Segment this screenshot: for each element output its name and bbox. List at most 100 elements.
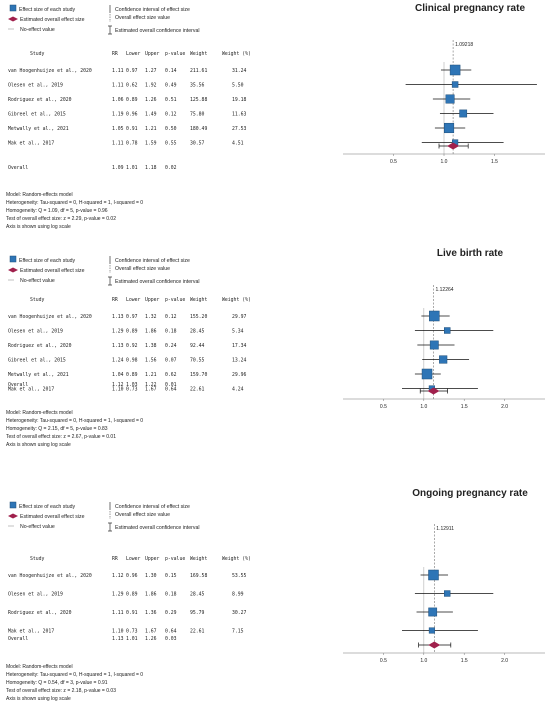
header-weight-pct: Weight (%)	[222, 556, 251, 562]
study-p-value: 0.51	[165, 97, 177, 103]
study-name: Rodriguez et al., 2020	[8, 610, 72, 616]
study-row: Metwally et al., 2021 1.04 0.89 1.21 0.62 159…	[8, 368, 441, 380]
legend-overall-ci-label: Estimated overall confidence interval	[115, 525, 199, 531]
study-weight: 92.44	[190, 343, 205, 349]
legend-ci-label: Confidence interval of effect size	[115, 504, 190, 510]
x-tick-label: 1.5	[461, 658, 468, 664]
study-p-value: 0.12	[165, 314, 177, 320]
overall-lower: 1.01	[126, 165, 138, 171]
study-effect-marker	[428, 569, 439, 581]
study-rr: 1.05	[112, 126, 124, 132]
table-header-row: Study RR Lower Upper p-value Weight Weight (%)	[30, 297, 251, 303]
study-upper: 1.86	[145, 329, 157, 335]
legend-ci-label: Confidence interval of effect size	[115, 7, 190, 13]
study-p-value: 0.12	[165, 112, 177, 118]
study-rr: 1.29	[112, 592, 124, 598]
study-weight-pct: 29.97	[232, 314, 247, 320]
model-note-line: Model: Random-effects model	[6, 192, 73, 198]
study-rr: 1.12	[112, 573, 124, 579]
study-upper: 1.21	[145, 126, 157, 132]
overall-p-value: 0.02	[165, 165, 177, 171]
study-p-value: 0.14	[165, 68, 177, 74]
header-lower: Lower	[126, 556, 141, 562]
study-lower: 0.91	[126, 610, 138, 616]
overall-lower: 1.01	[126, 636, 138, 642]
study-weight-pct: 17.34	[232, 343, 247, 349]
legend-overall-ci-glyph	[108, 25, 112, 35]
model-note-line: Axis is shown using log scale	[6, 696, 71, 702]
study-name: Rodriguez et al., 2020	[8, 97, 72, 103]
study-weight: 30.57	[190, 141, 205, 147]
study-lower: 0.73	[126, 387, 138, 393]
study-row: Metwally et al., 2021 1.05 0.91 1.21 0.50 180…	[8, 122, 466, 134]
study-effect-marker	[439, 355, 448, 364]
study-p-value: 0.64	[165, 387, 177, 393]
chart-legend: Effect size of each study Estimated overa…	[8, 255, 199, 286]
study-upper: 1.56	[145, 358, 157, 364]
header-study: Study	[30, 51, 45, 57]
header-study: Study	[30, 297, 45, 303]
study-row: Olesen et al., 2019 1.29 0.89 1.86 0.18 28.45…	[8, 327, 494, 335]
study-rr: 1.06	[112, 97, 124, 103]
model-notes: Model: Random-effects model Heterogeneity…	[6, 192, 143, 230]
overall-row: Overall 1.12 1.03 1.22 0.01	[8, 382, 448, 395]
study-lower: 0.78	[126, 141, 138, 147]
overall-upper: 1.26	[145, 636, 157, 642]
chart-title: Clinical pregnancy rate	[415, 3, 525, 14]
legend-overall-label: Estimated overall effect size	[20, 514, 85, 520]
study-upper: 1.36	[145, 610, 157, 616]
study-upper: 1.32	[145, 314, 157, 320]
header-lower: Lower	[126, 51, 141, 57]
study-rr: 1.13	[112, 314, 124, 320]
study-name: Metwally et al., 2021	[8, 126, 69, 132]
study-upper: 1.49	[145, 112, 157, 118]
study-weight: 75.80	[190, 112, 205, 118]
legend-overall-value-label: Overall effect size value	[115, 15, 170, 21]
overall-ci-line	[438, 143, 469, 149]
study-row: Olesen et al., 2019 1.29 0.89 1.86 0.18 28.45…	[8, 590, 494, 598]
model-note-line: Heterogeneity: Tau-squared = 0, H-square…	[6, 200, 143, 206]
forest-panel-2: Live birth rate Effect size of each study…	[6, 248, 545, 448]
study-weight: 22.61	[190, 629, 205, 635]
study-upper: 1.27	[145, 68, 157, 74]
overall-upper: 1.22	[145, 382, 157, 388]
study-effect-marker	[444, 122, 455, 134]
study-upper: 1.38	[145, 343, 157, 349]
overall-value-text: 1.12264	[435, 287, 453, 293]
study-row: Rodriguez et al., 2020 1.11 0.91 1.36 0.29 95…	[8, 607, 453, 617]
study-weight: 28.45	[190, 592, 205, 598]
overall-value-text: 1.12911	[436, 526, 454, 532]
study-row: Gibreel et al., 2015 1.24 0.98 1.56 0.07 70.5…	[8, 355, 470, 364]
study-rr: 1.29	[112, 329, 124, 335]
overall-row: Overall 1.13 1.01 1.26 0.03	[8, 636, 452, 649]
study-effect-marker	[459, 109, 468, 118]
study-lower: 0.89	[126, 329, 138, 335]
study-name: Mak et al., 2017	[8, 141, 54, 147]
legend-overall-marker	[8, 267, 18, 273]
study-weight: 211.61	[190, 68, 207, 74]
study-weight: 22.61	[190, 387, 205, 393]
legend-overall-marker	[8, 16, 18, 22]
header-weight: Weight	[190, 51, 207, 57]
x-tick-label: 0.5	[380, 404, 387, 410]
study-lower: 0.91	[126, 126, 138, 132]
legend-study-label: Effect size of each study	[19, 504, 76, 510]
study-lower: 0.89	[126, 592, 138, 598]
model-note-line: Model: Random-effects model	[6, 664, 73, 670]
study-name: Olesen et al., 2019	[8, 83, 63, 89]
forest-panel-1: Clinical pregnancy rate Effect size of ea…	[6, 3, 545, 230]
header-upper: Upper	[145, 556, 160, 562]
legend-overall-ci-label: Estimated overall confidence interval	[115, 279, 199, 285]
study-row: van Hoogenhuijze et al., 2020 1.11 0.97 1.2…	[8, 64, 472, 76]
x-tick-label: 2.0	[501, 404, 508, 410]
study-lower: 0.89	[126, 97, 138, 103]
study-effect-marker	[429, 340, 439, 350]
header-upper: Upper	[145, 51, 160, 57]
legend-overall-ci-glyph	[108, 276, 112, 286]
study-rr: 1.11	[112, 141, 124, 147]
study-weight-pct: 4.51	[232, 141, 244, 147]
study-weight: 35.56	[190, 83, 205, 89]
overall-name: Overall	[8, 636, 28, 642]
chart-title: Ongoing pregnancy rate	[412, 488, 528, 499]
